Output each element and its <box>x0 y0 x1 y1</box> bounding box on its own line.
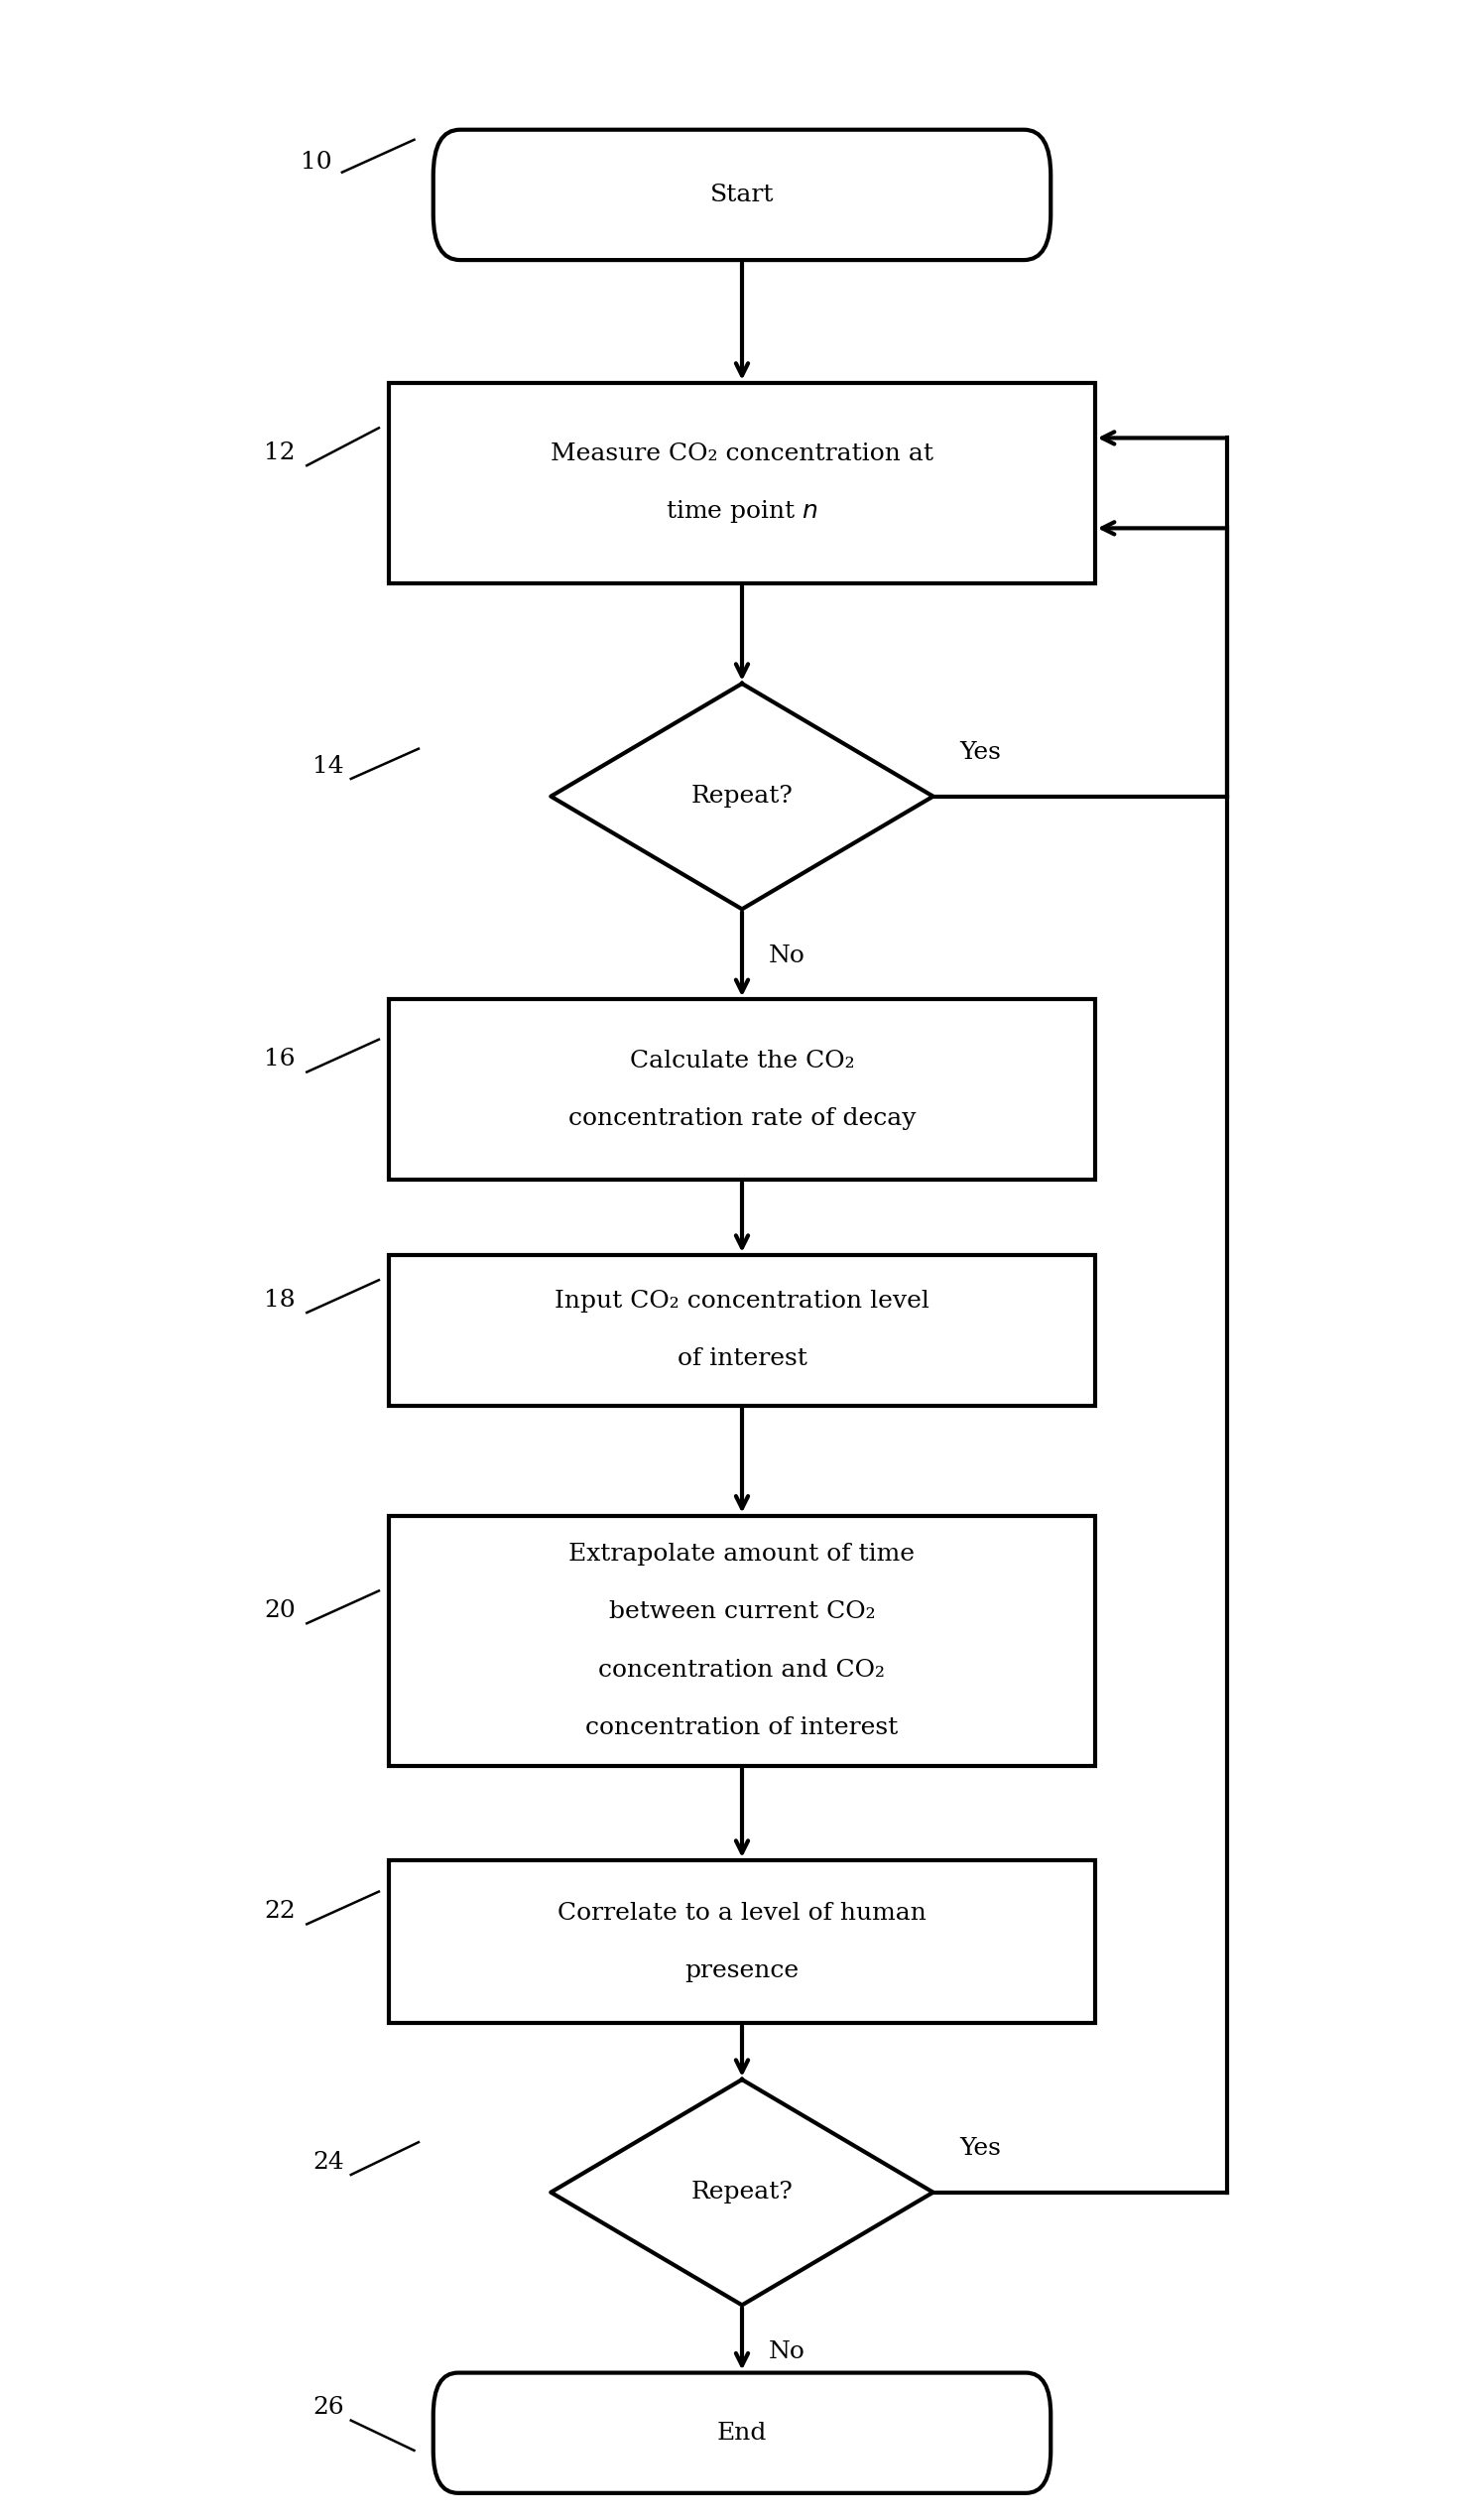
Bar <box>389 1860 1095 2024</box>
Text: Calculate the CO₂: Calculate the CO₂ <box>629 1048 855 1071</box>
Text: concentration of interest: concentration of interest <box>586 1716 898 1739</box>
Bar <box>389 1255 1095 1406</box>
Text: time point $n$: time point $n$ <box>666 499 818 524</box>
Text: Repeat?: Repeat? <box>692 2180 792 2202</box>
FancyBboxPatch shape <box>433 129 1051 260</box>
Text: Yes: Yes <box>960 2137 1002 2160</box>
Text: between current CO₂: between current CO₂ <box>608 1600 876 1623</box>
Text: 18: 18 <box>264 1288 295 1310</box>
Text: Input CO₂ concentration level: Input CO₂ concentration level <box>555 1290 929 1313</box>
Text: 12: 12 <box>264 441 295 464</box>
Bar <box>389 1515 1095 1767</box>
Text: 10: 10 <box>301 151 332 174</box>
Text: 16: 16 <box>264 1048 295 1071</box>
Text: presence: presence <box>686 1958 798 1981</box>
Text: Extrapolate amount of time: Extrapolate amount of time <box>568 1542 916 1565</box>
Text: concentration and CO₂: concentration and CO₂ <box>598 1658 886 1681</box>
Text: 14: 14 <box>313 756 344 779</box>
Text: Start: Start <box>709 184 775 207</box>
Bar <box>389 383 1095 582</box>
Text: No: No <box>769 945 804 968</box>
Text: Measure CO₂ concentration at: Measure CO₂ concentration at <box>551 444 933 466</box>
Text: 22: 22 <box>264 1900 295 1923</box>
Text: Repeat?: Repeat? <box>692 784 792 809</box>
Text: of interest: of interest <box>677 1348 807 1371</box>
Text: 20: 20 <box>264 1600 295 1623</box>
Text: 26: 26 <box>313 2397 344 2419</box>
Text: Correlate to a level of human: Correlate to a level of human <box>558 1903 926 1925</box>
Text: No: No <box>769 2341 804 2364</box>
Text: End: End <box>717 2422 767 2444</box>
FancyBboxPatch shape <box>433 2374 1051 2492</box>
Text: concentration rate of decay: concentration rate of decay <box>568 1106 916 1129</box>
Text: 24: 24 <box>313 2152 344 2175</box>
Bar <box>389 1000 1095 1179</box>
Text: Yes: Yes <box>960 741 1002 764</box>
